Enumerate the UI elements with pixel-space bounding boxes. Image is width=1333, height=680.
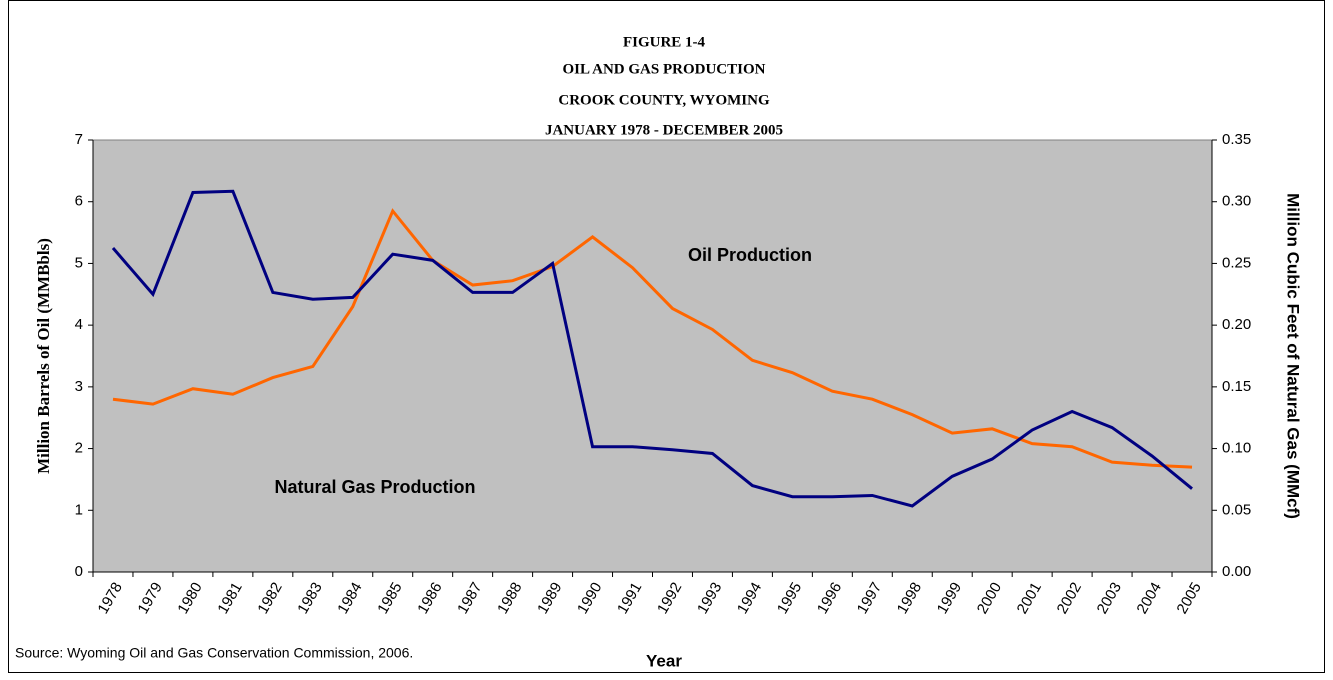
chart-title: OIL AND GAS PRODUCTION [563, 61, 766, 77]
y2-tick-label: 0.20 [1222, 316, 1251, 333]
plot-area [92, 139, 1213, 573]
y-axis-title: Million Barrels of Oil (MMBbls) [34, 238, 53, 474]
y2-tick-label: 0.30 [1222, 193, 1251, 210]
y-tick-label: 7 [75, 131, 83, 148]
y2-tick-label: 0.00 [1222, 563, 1251, 580]
y2-axis-title: Million Cubic Feet of Natural Gas (MMcf) [1284, 193, 1303, 519]
source-note: Source: Wyoming Oil and Gas Conservation… [15, 645, 413, 661]
y-tick-label: 6 [75, 193, 83, 210]
y2-tick-label: 0.35 [1222, 131, 1251, 148]
y-tick-label: 0 [75, 563, 83, 580]
chart-title: CROOK COUNTY, WYOMING [558, 92, 770, 108]
series-line [112, 208, 1193, 469]
annotation: Oil Production [688, 245, 812, 265]
chart-title: JANUARY 1978 - DECEMBER 2005 [545, 122, 783, 138]
y-tick-label: 1 [75, 501, 83, 518]
y-tick-label: 4 [75, 316, 83, 333]
y-tick-label: 5 [75, 254, 83, 271]
y-tick-label: 3 [75, 378, 83, 395]
y2-tick-label: 0.15 [1222, 378, 1251, 395]
y2-tick-label: 0.10 [1222, 440, 1251, 457]
x-axis-title: Year [646, 651, 682, 670]
series-line [111, 189, 1193, 508]
y-tick-label: 2 [75, 440, 83, 457]
y2-tick-label: 0.25 [1222, 254, 1251, 271]
annotation: Natural Gas Production [274, 477, 475, 497]
y2-tick-label: 0.05 [1222, 501, 1251, 518]
chart-title: FIGURE 1-4 [623, 34, 706, 50]
